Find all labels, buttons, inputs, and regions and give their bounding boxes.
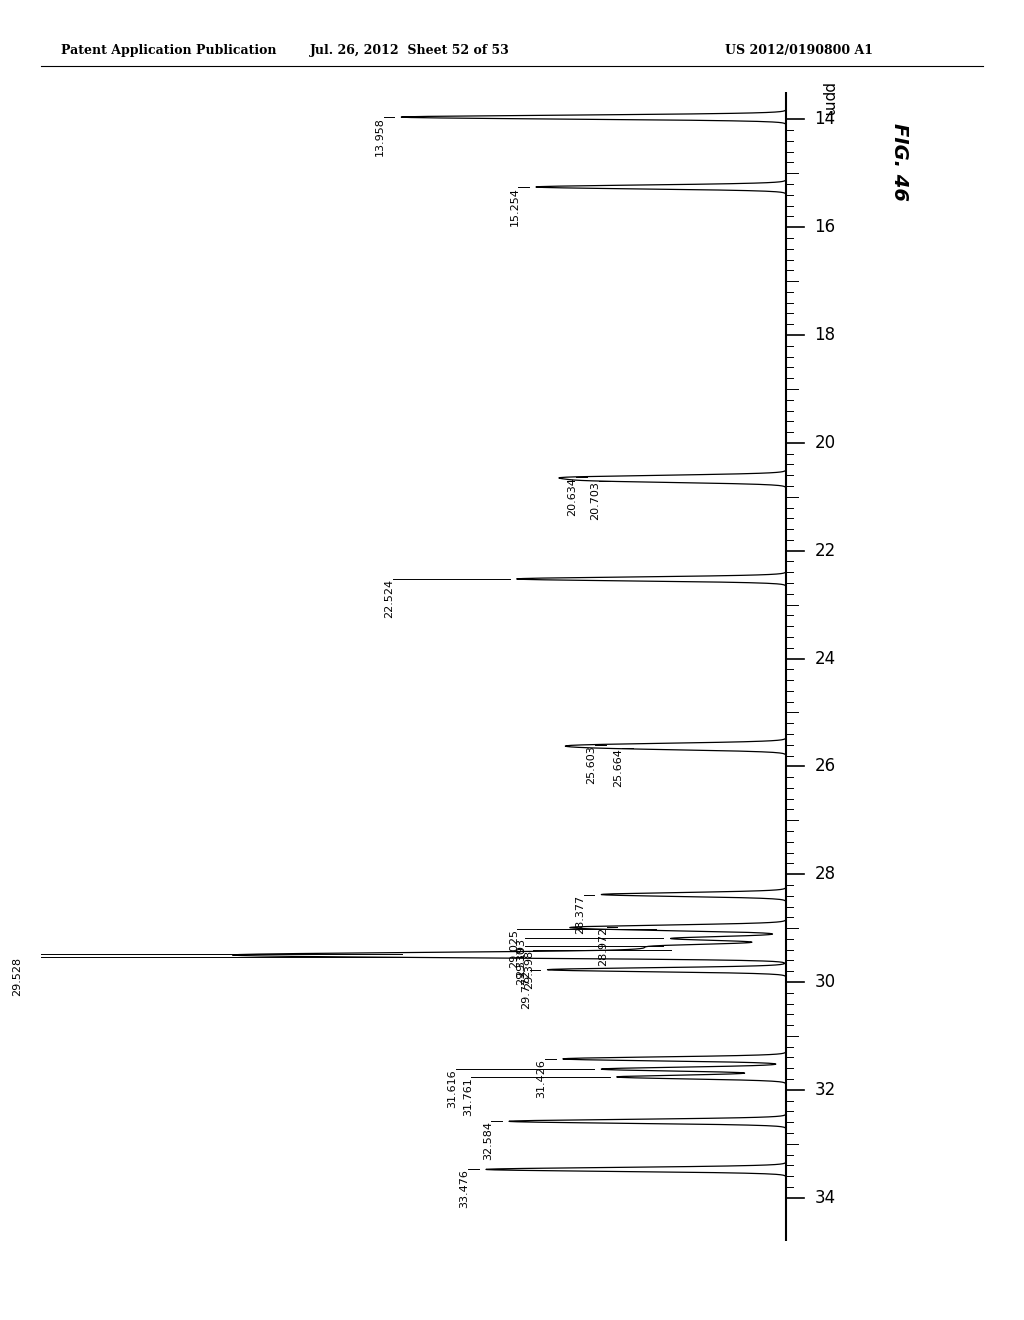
Text: 14: 14 [814, 111, 836, 128]
Text: 13.958: 13.958 [375, 117, 385, 156]
Text: 25.664: 25.664 [613, 748, 624, 787]
Text: 31.616: 31.616 [447, 1069, 458, 1107]
Text: 16: 16 [814, 218, 836, 236]
Text: 20: 20 [814, 434, 836, 451]
Text: ppm: ppm [821, 83, 836, 117]
Text: US 2012/0190800 A1: US 2012/0190800 A1 [725, 44, 872, 57]
Text: 29.475: 29.475 [0, 954, 2, 993]
Text: 34: 34 [814, 1189, 836, 1206]
Text: 32.584: 32.584 [482, 1121, 493, 1160]
Text: 29.528: 29.528 [11, 957, 22, 995]
Text: 30: 30 [814, 973, 836, 991]
Text: 22: 22 [814, 541, 836, 560]
Text: 29.330: 29.330 [516, 946, 526, 985]
Text: Jul. 26, 2012  Sheet 52 of 53: Jul. 26, 2012 Sheet 52 of 53 [309, 44, 510, 57]
Text: 29.025: 29.025 [509, 929, 519, 969]
Text: 15.254: 15.254 [510, 187, 519, 226]
Text: 28: 28 [814, 865, 836, 883]
Text: 33.476: 33.476 [460, 1170, 470, 1208]
Text: 22.524: 22.524 [384, 579, 394, 618]
Text: 20.634: 20.634 [567, 477, 578, 516]
Text: 32: 32 [814, 1081, 836, 1098]
Text: 31.426: 31.426 [537, 1059, 547, 1098]
Text: 24: 24 [814, 649, 836, 668]
Text: 29.772: 29.772 [521, 970, 531, 1008]
Text: 20.703: 20.703 [591, 480, 600, 520]
Text: 31.761: 31.761 [463, 1077, 473, 1115]
Text: Patent Application Publication: Patent Application Publication [61, 44, 276, 57]
Text: 18: 18 [814, 326, 836, 345]
Text: 29.193: 29.193 [516, 939, 526, 978]
Text: 26: 26 [814, 758, 836, 775]
Text: 29.398: 29.398 [524, 949, 535, 989]
Text: 28.377: 28.377 [575, 895, 585, 933]
Text: FIG. 46: FIG. 46 [890, 124, 909, 202]
Text: 28.972: 28.972 [598, 927, 608, 966]
Text: 25.603: 25.603 [587, 744, 597, 784]
